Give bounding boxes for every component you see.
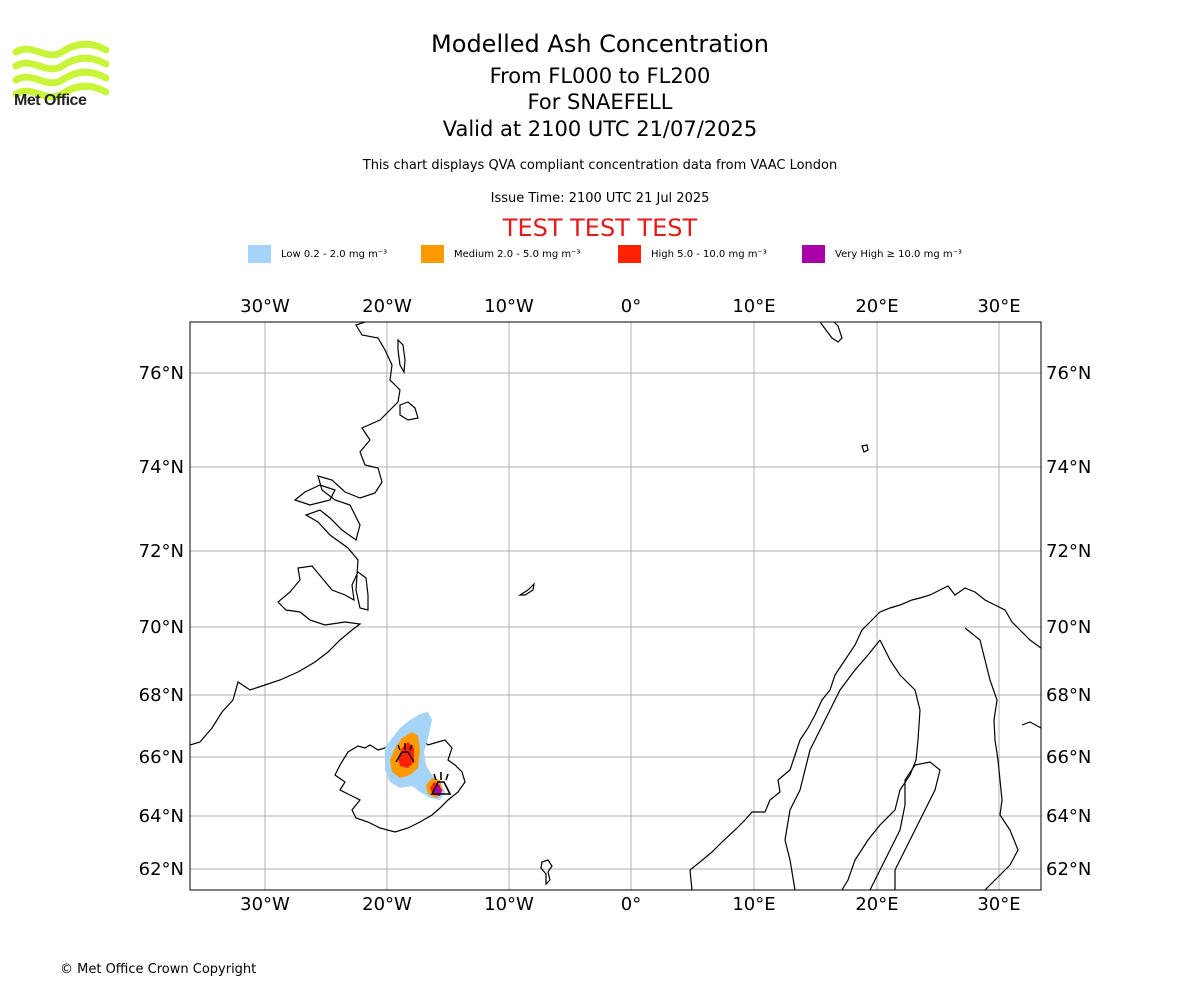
lon-ticks-bottom: 30°W 20°W 10°W 0° 10°E 20°E 30°E (240, 894, 1020, 915)
finland-russia-border (964, 627, 1019, 890)
lat-tick-label: 76°N (139, 363, 184, 384)
ash-plume (385, 712, 445, 800)
lat-tick-label: 66°N (1046, 747, 1091, 768)
white-sea-coast (1021, 721, 1041, 729)
greenland-island (399, 401, 419, 421)
legend-item-low: Low 0.2 - 2.0 mg m⁻³ (248, 244, 387, 264)
legend-label-very-high: Very High ≥ 10.0 mg m⁻³ (835, 248, 962, 260)
legend-item-medium: Medium 2.0 - 5.0 mg m⁻³ (421, 244, 580, 264)
valid-time: Valid at 2100 UTC 21/07/2025 (442, 117, 758, 141)
lat-tick-label: 68°N (1046, 685, 1091, 706)
issue-time: Issue Time: 2100 UTC 21 Jul 2025 (490, 191, 710, 206)
greenland-coastline (190, 322, 401, 746)
lon-tick-label: 10°E (732, 894, 775, 915)
volcano-icon (395, 743, 415, 763)
volcano-name: For SNAEFELL (527, 90, 673, 114)
lon-tick-label: 30°W (240, 296, 290, 317)
lat-tick-label: 70°N (139, 617, 184, 638)
lat-tick-label: 74°N (139, 457, 184, 478)
lat-tick-label: 70°N (1046, 617, 1091, 638)
legend-label-medium: Medium 2.0 - 5.0 mg m⁻³ (454, 248, 581, 260)
map-frame (189, 321, 1042, 891)
greenland-fjord (293, 484, 336, 506)
legend-swatch-low (248, 245, 271, 263)
lon-tick-label: 20°W (362, 894, 412, 915)
lat-tick-label: 64°N (1046, 806, 1091, 827)
legend-swatch-very-high (802, 245, 825, 263)
lat-tick-label: 68°N (139, 685, 184, 706)
lon-ticks-top: 30°W 20°W 10°W 0° 10°E 20°E 30°E (240, 296, 1020, 317)
greenland-island (397, 338, 406, 374)
lat-ticks-left: 76°N 74°N 72°N 70°N 68°N 66°N 64°N 62°N (139, 363, 184, 880)
chart-description: This chart displays QVA compliant concen… (362, 158, 838, 173)
norway-sweden-border (784, 639, 881, 890)
legend-label-high: High 5.0 - 10.0 mg m⁻³ (651, 248, 767, 260)
lat-tick-label: 62°N (1046, 859, 1091, 880)
lat-tick-label: 74°N (1046, 457, 1091, 478)
lat-tick-label: 72°N (1046, 541, 1091, 562)
logo-text: Met Office (14, 92, 87, 109)
lat-tick-label: 76°N (1046, 363, 1091, 384)
chart-title: Modelled Ash Concentration (431, 30, 769, 58)
legend-swatch-medium (421, 245, 444, 263)
jan-mayen (517, 582, 535, 596)
lon-tick-label: 20°E (855, 894, 898, 915)
lon-tick-label: 30°E (977, 296, 1020, 317)
met-office-waves-icon (12, 40, 110, 101)
bear-island (861, 444, 869, 453)
lat-tick-label: 64°N (139, 806, 184, 827)
map-gridlines (190, 322, 1041, 890)
lon-tick-label: 20°E (855, 296, 898, 317)
flight-levels: From FL000 to FL200 (489, 64, 711, 88)
legend-swatch-high (618, 245, 641, 263)
lat-ticks-right: 76°N 74°N 72°N 70°N 68°N 66°N 64°N 62°N (1046, 363, 1091, 880)
legend-item-high: High 5.0 - 10.0 mg m⁻³ (618, 244, 767, 264)
lon-tick-label: 10°W (484, 296, 534, 317)
legend-item-very-high: Very High ≥ 10.0 mg m⁻³ (802, 244, 962, 264)
volcano-icon (430, 772, 452, 795)
lon-tick-label: 0° (621, 296, 641, 317)
lon-tick-label: 30°E (977, 894, 1020, 915)
lon-tick-label: 0° (621, 894, 641, 915)
lat-tick-label: 62°N (139, 859, 184, 880)
legend-label-low: Low 0.2 - 2.0 mg m⁻³ (281, 248, 388, 260)
lon-tick-label: 10°E (732, 296, 775, 317)
lat-tick-label: 66°N (139, 747, 184, 768)
faroe-islands (540, 859, 553, 886)
lon-tick-label: 20°W (362, 296, 412, 317)
gulf-of-bothnia (869, 761, 941, 890)
svalbard-coastline (819, 322, 843, 343)
test-banner: TEST TEST TEST (502, 214, 698, 242)
sweden-finland-border (841, 639, 921, 890)
norway-coastline (689, 585, 1041, 890)
copyright: © Met Office Crown Copyright (60, 962, 257, 977)
lon-tick-label: 30°W (240, 894, 290, 915)
lat-tick-label: 72°N (139, 541, 184, 562)
lon-tick-label: 10°W (484, 894, 534, 915)
